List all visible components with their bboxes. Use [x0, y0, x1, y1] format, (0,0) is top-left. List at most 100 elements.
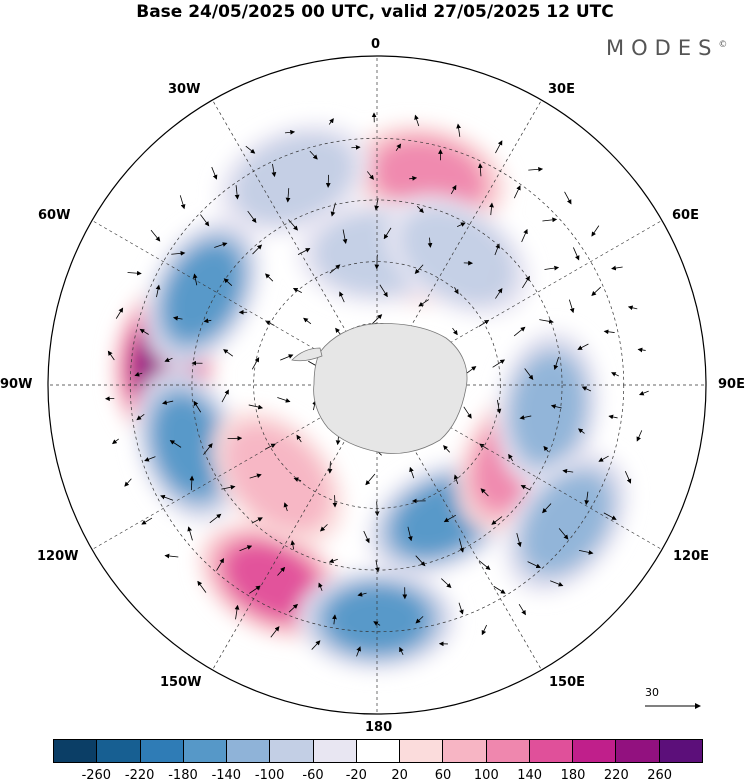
wind-vector	[508, 453, 514, 462]
lon-label-60e: 60E	[672, 208, 699, 223]
brand-text: MODES	[606, 36, 719, 60]
wind-vector	[223, 349, 234, 357]
wind-vector	[252, 244, 263, 255]
wind-vector	[521, 228, 528, 243]
wind-vector	[239, 545, 253, 552]
lon-label-60w: 60W	[38, 208, 71, 223]
wind-vector	[363, 530, 370, 544]
wind-vector	[562, 468, 574, 474]
colorbar-swatch	[573, 740, 617, 762]
wind-vector	[553, 356, 559, 371]
wind-vector	[139, 328, 149, 335]
wind-vector	[383, 227, 392, 240]
wind-vector	[513, 326, 526, 337]
colorbar-tick-label: -260	[81, 768, 112, 783]
colorbar-swatch	[97, 740, 141, 762]
colorbar-tick-label: 100	[473, 768, 499, 783]
colorbar-tick-label: -100	[254, 768, 285, 783]
anomaly-contour	[375, 140, 483, 215]
wind-vector	[249, 473, 262, 479]
wind-vector	[303, 317, 312, 325]
wind-vector	[542, 503, 552, 514]
wind-vector	[223, 278, 233, 286]
colorbar-swatch	[140, 740, 184, 762]
wind-vector	[251, 517, 263, 524]
wind-vector	[309, 150, 318, 160]
latitude-circle	[253, 261, 501, 509]
antarctic-peninsula	[291, 347, 323, 362]
wind-vector	[578, 428, 585, 434]
wind-vector	[427, 237, 433, 248]
wind-vector	[115, 307, 124, 319]
map-boundary	[47, 55, 707, 715]
colorbar-swatch	[356, 740, 401, 762]
lon-label-120e: 120E	[673, 549, 710, 564]
wind-vector	[372, 314, 383, 324]
wind-vector	[197, 580, 207, 593]
wind-vector	[187, 526, 193, 541]
wind-vector	[513, 185, 521, 199]
map-title: Base 24/05/2025 00 UTC, valid 27/05/2025…	[136, 2, 614, 22]
colorbar	[53, 739, 703, 763]
wind-vector	[491, 516, 503, 525]
colorbar-tick-label: -180	[168, 768, 198, 783]
wind-vector	[456, 123, 461, 137]
wind-vector	[544, 265, 560, 271]
wind-vector	[179, 195, 186, 210]
wind-vector	[480, 488, 489, 497]
wind-vector	[591, 286, 602, 296]
wind-vector	[415, 555, 426, 567]
wind-vector	[200, 214, 210, 227]
wind-vector	[297, 248, 311, 255]
wind-vector	[528, 166, 544, 172]
wind-vector	[216, 557, 225, 571]
latitude-circle	[191, 199, 563, 571]
wind-vector	[327, 461, 333, 474]
wind-vector	[127, 270, 142, 276]
wind-vector	[141, 517, 153, 525]
wind-vector	[270, 626, 280, 638]
colorbar-swatch	[400, 740, 444, 762]
wind-vector	[134, 371, 143, 377]
wind-vector	[248, 404, 264, 410]
wind-vector	[443, 445, 451, 453]
anomaly-contour	[512, 354, 584, 464]
wind-vector	[162, 400, 174, 405]
wind-vector	[598, 455, 609, 462]
wind-vector	[603, 512, 617, 520]
wind-vector	[456, 222, 466, 227]
lon-label-150e: 150E	[549, 675, 586, 690]
wind-vector	[172, 315, 183, 321]
wind-vector	[495, 287, 503, 299]
wind-vector	[395, 143, 402, 151]
wind-vector	[318, 582, 323, 591]
wind-vector	[271, 163, 277, 178]
wind-vector	[144, 456, 156, 462]
wind-vector	[234, 185, 240, 200]
wind-vector	[518, 603, 526, 616]
wind-vector	[221, 484, 236, 490]
wind-vector	[171, 250, 186, 256]
wind-vector	[638, 390, 649, 396]
wind-vector	[577, 343, 589, 350]
colorbar-swatch	[54, 740, 98, 762]
colorbar-tick-label: -140	[211, 768, 242, 783]
lon-label-0: 0	[371, 37, 381, 52]
wind-vector	[288, 219, 299, 231]
anomaly-contour	[400, 208, 515, 304]
wind-vector	[356, 646, 361, 657]
anomaly-contour	[225, 424, 330, 531]
wind-vector	[329, 264, 341, 274]
wind-vector	[296, 434, 302, 443]
wind-vector	[542, 217, 558, 223]
wind-vector	[637, 347, 646, 353]
anomaly-contour	[165, 245, 240, 340]
wind-vector	[328, 558, 338, 564]
wind-vector	[112, 438, 119, 445]
lon-label-30w: 30W	[168, 82, 201, 97]
wind-vector	[379, 284, 388, 298]
colorbar-tick-label: 60	[434, 768, 452, 783]
colorbar-tick-label: -20	[345, 768, 367, 783]
wind-vector	[543, 445, 549, 453]
anomaly-contour	[154, 397, 224, 495]
